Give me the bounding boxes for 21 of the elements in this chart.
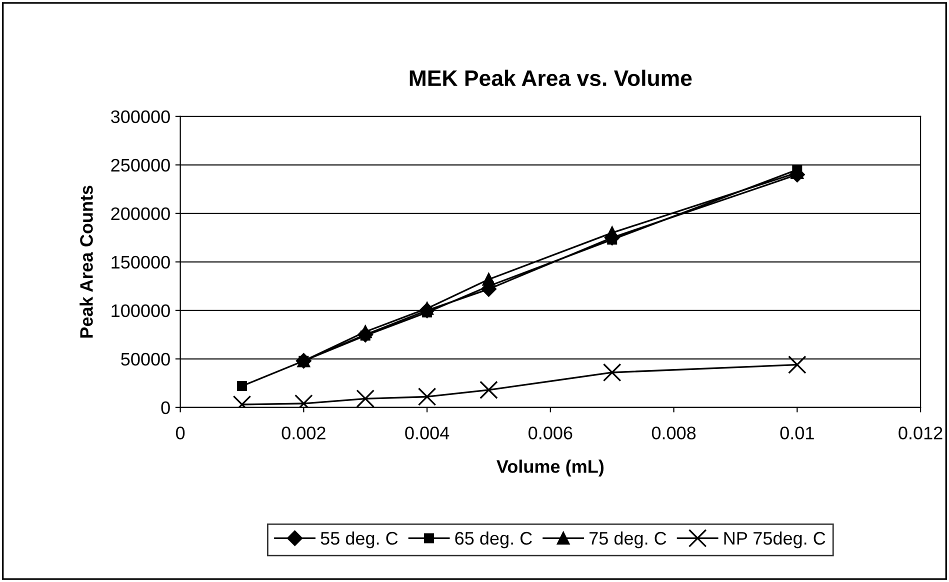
x-tick-label: 0.012 (898, 426, 942, 440)
y-tick-label: 250000 (111, 158, 170, 172)
legend-label: NP 75deg. C (724, 531, 826, 548)
x-tick-label: 0.006 (528, 426, 572, 440)
y-tick-label: 0 (161, 401, 170, 414)
y-tick-label: 50000 (121, 352, 170, 366)
y-axis-title: Peak Area Counts (80, 186, 93, 338)
legend-label: 55 deg. C (320, 531, 398, 548)
x-tick-label: 0.01 (780, 426, 814, 440)
legend-label: 65 deg. C (455, 531, 532, 548)
y-tick-label: 100000 (112, 304, 170, 318)
legend-label: 75 deg. C (590, 531, 666, 548)
x-tick-label: 0 (176, 426, 185, 440)
x-tick-label: 0.008 (652, 426, 696, 440)
chart-title: MEK Peak Area vs. Volume (410, 70, 692, 86)
y-tick-label: 300000 (111, 110, 170, 124)
x-tick-label: 0.004 (405, 426, 450, 440)
y-tick-label: 200000 (111, 207, 170, 220)
y-tick-label: 150000 (112, 256, 170, 269)
x-tick-label: 0.002 (282, 426, 326, 440)
x-axis-title: Volume (mL) (496, 460, 604, 476)
